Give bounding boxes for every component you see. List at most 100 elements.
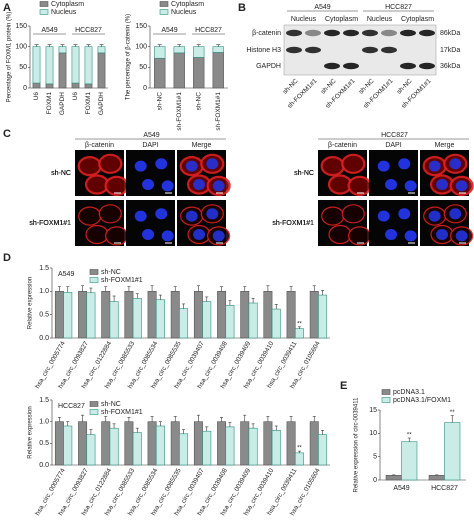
bar [109,301,119,339]
image-condition: sh-NC [51,170,71,177]
legend-label: sh-NC [101,269,121,276]
nucleus [449,158,462,170]
chart-title: A549 [58,271,74,278]
cell-membrane [85,224,109,245]
image-cell-line: A549 [143,132,159,139]
nucleus [449,208,462,220]
legend-swatch [381,397,391,403]
blot-protein: β-catenin [252,30,281,37]
y-tick-label: 1.5 [39,265,49,272]
image-channel: β-catenin [85,142,114,149]
bar [202,430,212,466]
nucleus [428,210,441,222]
cell-membrane [105,226,129,246]
nucleus [385,179,398,190]
bar [240,421,250,466]
bar [170,421,180,466]
cell-membrane [78,206,102,226]
bar [155,425,165,466]
blot-size: 17kDa [440,47,460,54]
bar [54,421,64,466]
bar [124,291,134,339]
legend-label: pcDNA3.1 [393,389,425,396]
y-tick-label: 150 [135,23,147,30]
blot-band [324,29,340,37]
image-cell-line: HCC827 [381,132,408,139]
blot-band [305,46,321,54]
bar [263,291,273,339]
bar [240,291,250,339]
cell-membrane [104,175,129,196]
legend-swatch [89,401,99,407]
nucleus [185,210,198,222]
bar [86,292,96,339]
legend-swatch [39,9,49,15]
blot-band [343,29,359,37]
bar [217,421,227,466]
y-tick-label: 0.5 [39,440,49,447]
y-tick-label: 1.0 [39,419,49,426]
nucleus [134,210,147,222]
bar [401,441,418,481]
nucleus [385,229,398,240]
nucleus [142,229,155,240]
panel-label: B [238,2,246,14]
image-channel: β-catenin [328,142,357,149]
bar [124,421,134,466]
blot-band [362,29,378,37]
bar [147,421,157,466]
bar [428,475,445,481]
blot-fraction: Cytoplasm [401,16,434,23]
legend-swatch [89,409,99,415]
nucleus [155,208,168,220]
nucleus [377,210,390,222]
x-tick-label: U6 [33,92,40,101]
y-tick-label: 50 [139,64,147,71]
cell-membrane [347,175,372,196]
bar [309,421,319,466]
legend-label: Cytoplasm [51,1,84,8]
legend-label: Nucleus [171,9,197,16]
x-tick-label: sh-FOXM1#1 [176,92,183,131]
legend-swatch [159,1,169,7]
y-tick-label: 50 [19,64,27,71]
bar [155,299,165,339]
nucleus [134,160,147,172]
legend-swatch [89,277,99,283]
image-condition: sh-FOXM1#1 [29,220,71,227]
bar [54,291,64,339]
group-label: A549 [161,27,177,34]
x-tick-label: A549 [393,485,409,492]
x-tick-label: FOXM1 [85,92,92,115]
bar [271,430,281,466]
y-axis-label: The percentage of β-catenin (%) [126,14,132,100]
y-axis-label: Relative expression [28,406,34,458]
blot-band [381,46,397,54]
bar-segment [212,46,224,53]
bar [193,291,203,339]
nucleus [142,179,155,190]
nucleus [193,229,206,240]
legend-label: Cytoplasm [171,1,204,8]
bar [63,291,73,339]
cell-membrane [328,224,352,245]
bar-segment [193,57,205,89]
bar-segment [71,46,80,84]
bar [217,291,227,339]
image-condition: sh-FOXM1#1 [272,220,314,227]
nucleus [161,230,174,242]
nucleus [155,158,168,170]
nucleus [398,158,411,170]
bar [109,427,119,466]
nucleus [161,180,174,192]
y-tick-label: 0.0 [39,462,49,469]
panel-label: E [340,380,347,392]
image-channel: DAPI [142,142,158,149]
blot-band [286,46,302,54]
image-channel: Merge [192,142,212,149]
y-axis-label: Percentage of FOXM1 protein (%) [7,12,13,103]
nucleus [404,230,417,242]
bar [248,302,258,339]
y-axis-label: Relative expression [28,277,34,329]
x-tick-label: HCC827 [431,485,458,492]
